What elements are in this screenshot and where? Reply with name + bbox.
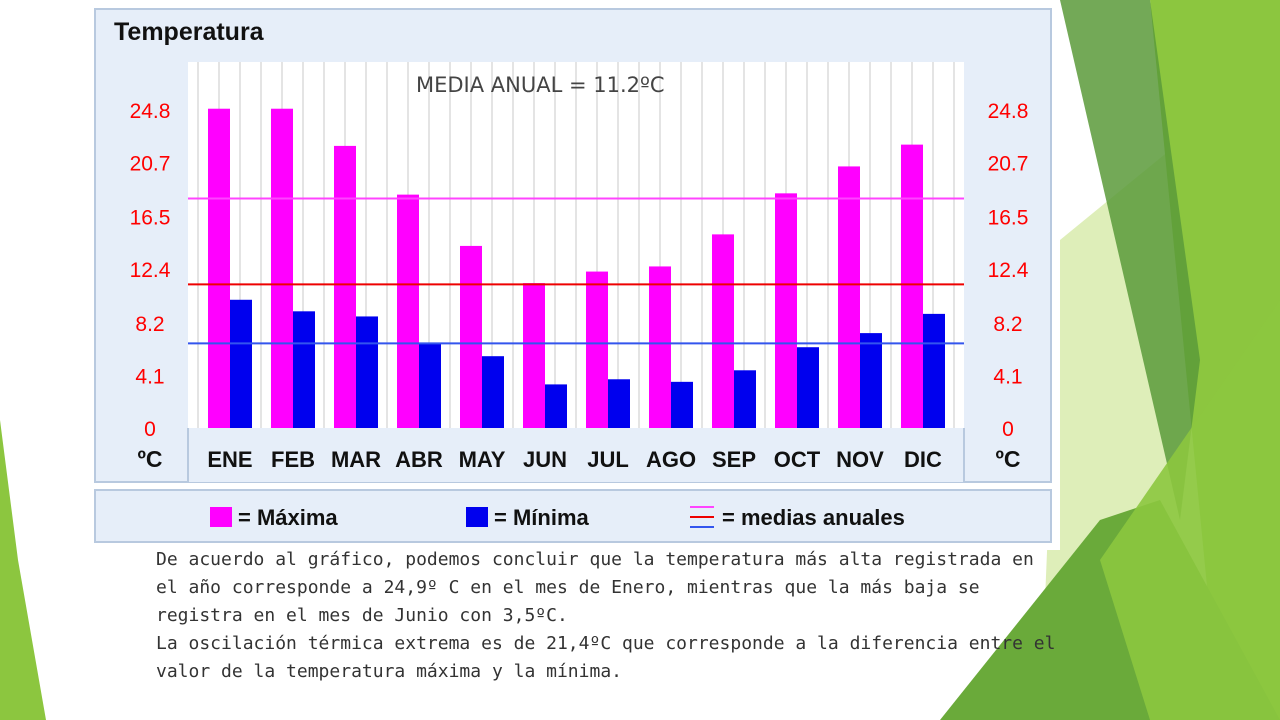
y-tick-right: 12.4 bbox=[988, 259, 1029, 282]
right-green-panel-accent bbox=[1100, 300, 1280, 720]
bar-min-dic bbox=[923, 313, 945, 428]
x-label-sep: SEP bbox=[712, 447, 756, 472]
bar-max-ago bbox=[649, 266, 671, 428]
bar-min-mar bbox=[356, 316, 378, 428]
legend-label-max: = Máxima bbox=[238, 505, 338, 530]
x-axis-band bbox=[188, 428, 964, 482]
bar-min-oct bbox=[797, 347, 819, 428]
bar-min-sep bbox=[734, 370, 756, 428]
right-green-panel-dark bbox=[1060, 0, 1200, 520]
y-tick-right: 0 bbox=[1002, 418, 1014, 441]
y-axis-right-ticks: 24.8 20.7 16.5 12.4 8.2 4.1 0 bbox=[988, 100, 1029, 441]
bar-min-ago bbox=[671, 381, 693, 428]
analysis-paragraph-2: La oscilación térmica extrema es de 21,4… bbox=[156, 633, 1056, 682]
bar-min-jun bbox=[545, 384, 567, 428]
bar-min-abr bbox=[419, 343, 441, 428]
x-label-feb: FEB bbox=[271, 447, 315, 472]
bar-max-feb bbox=[271, 108, 293, 428]
analysis-text: De acuerdo al gráfico, podemos concluir … bbox=[156, 546, 1056, 686]
y-axis-label-left: ºC bbox=[137, 446, 162, 472]
y-tick-right: 24.8 bbox=[988, 100, 1029, 123]
bar-max-abr bbox=[397, 194, 419, 428]
y-tick-left: 20.7 bbox=[130, 153, 171, 176]
y-tick-left: 4.1 bbox=[135, 365, 164, 388]
legend-frame bbox=[94, 489, 1052, 543]
bar-max-oct bbox=[775, 193, 797, 428]
bar-max-dic bbox=[901, 144, 923, 428]
temperature-chart: Temperatura MEDIA ANUAL = 11.2ºC 24.8 20.… bbox=[92, 0, 1060, 550]
x-label-abr: ABR bbox=[395, 447, 443, 472]
x-label-mar: MAR bbox=[331, 447, 381, 472]
y-tick-left: 24.8 bbox=[130, 100, 171, 123]
y-tick-right: 20.7 bbox=[988, 153, 1029, 176]
legend-swatch-min bbox=[466, 507, 488, 527]
y-tick-right: 4.1 bbox=[993, 365, 1022, 388]
x-label-dic: DIC bbox=[904, 447, 942, 472]
y-tick-left: 0 bbox=[144, 418, 156, 441]
bar-min-nov bbox=[860, 333, 882, 428]
bar-min-jul bbox=[608, 379, 630, 428]
bar-max-ene bbox=[208, 108, 230, 428]
bar-min-ene bbox=[230, 299, 252, 428]
climate-chart-panel: Temperatura MEDIA ANUAL = 11.2ºC 24.8 20.… bbox=[92, 0, 1060, 550]
x-axis-labels: ENE FEB MAR ABR MAY JUN JUL AGO SEP OCT NOV DIC bbox=[207, 447, 942, 472]
bar-max-jun bbox=[523, 283, 545, 428]
left-green-stripe bbox=[0, 420, 46, 720]
y-tick-right: 8.2 bbox=[993, 313, 1022, 336]
legend-label-min: = Mínima bbox=[494, 505, 590, 530]
bar-min-may bbox=[482, 356, 504, 428]
legend-label-means: = medias anuales bbox=[722, 505, 905, 530]
x-label-ago: AGO bbox=[646, 447, 696, 472]
analysis-paragraph-1: De acuerdo al gráfico, podemos concluir … bbox=[156, 549, 1034, 626]
y-tick-left: 16.5 bbox=[130, 206, 171, 229]
x-label-may: MAY bbox=[459, 447, 506, 472]
bar-max-jul bbox=[586, 271, 608, 428]
chart-subtitle: MEDIA ANUAL = 11.2ºC bbox=[416, 73, 665, 97]
y-tick-left: 8.2 bbox=[135, 313, 164, 336]
x-label-jul: JUL bbox=[587, 447, 629, 472]
bar-max-nov bbox=[838, 166, 860, 428]
legend-swatch-max bbox=[210, 507, 232, 527]
y-tick-left: 12.4 bbox=[130, 259, 171, 282]
y-axis-label-right: ºC bbox=[995, 446, 1020, 472]
bar-min-feb bbox=[293, 311, 315, 428]
bar-group bbox=[208, 108, 945, 428]
bar-max-may bbox=[460, 245, 482, 428]
x-label-jun: JUN bbox=[523, 447, 567, 472]
y-axis-left-ticks: 24.8 20.7 16.5 12.4 8.2 4.1 0 bbox=[130, 100, 171, 441]
y-tick-right: 16.5 bbox=[988, 206, 1029, 229]
bar-max-sep bbox=[712, 234, 734, 428]
chart-title: Temperatura bbox=[114, 18, 265, 46]
bar-max-mar bbox=[334, 145, 356, 428]
x-label-oct: OCT bbox=[774, 447, 821, 472]
x-label-ene: ENE bbox=[207, 447, 252, 472]
x-label-nov: NOV bbox=[836, 447, 884, 472]
grid-lines bbox=[197, 62, 955, 428]
mean-lines bbox=[188, 197, 964, 345]
